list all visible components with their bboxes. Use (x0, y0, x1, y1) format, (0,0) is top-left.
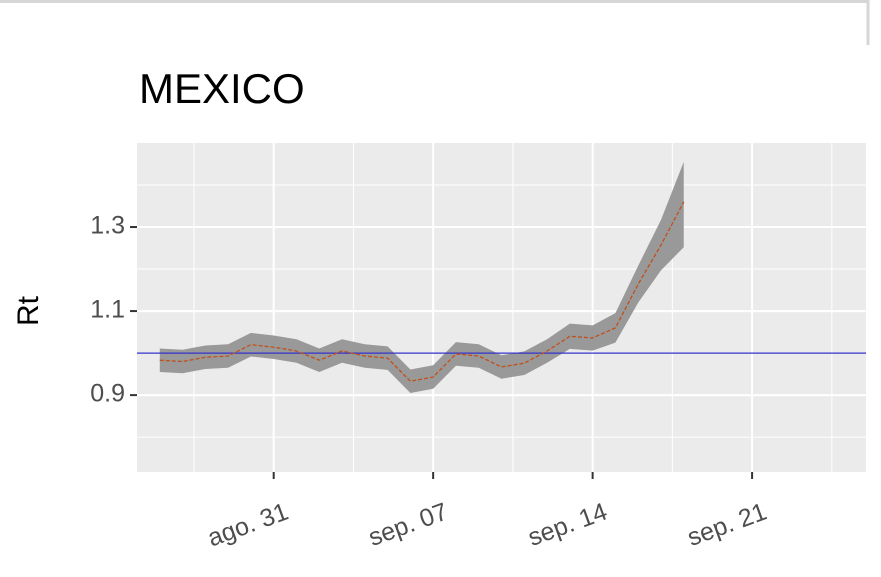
chart-title: MEXICO (139, 65, 305, 112)
y-axis-label: Rt (12, 295, 45, 326)
y-tick-label: 1.3 (90, 212, 125, 240)
plot-panel (137, 143, 866, 472)
y-tick-label: 0.9 (90, 380, 125, 408)
y-tick-label: 1.1 (90, 296, 125, 324)
rt-line (159, 201, 685, 382)
